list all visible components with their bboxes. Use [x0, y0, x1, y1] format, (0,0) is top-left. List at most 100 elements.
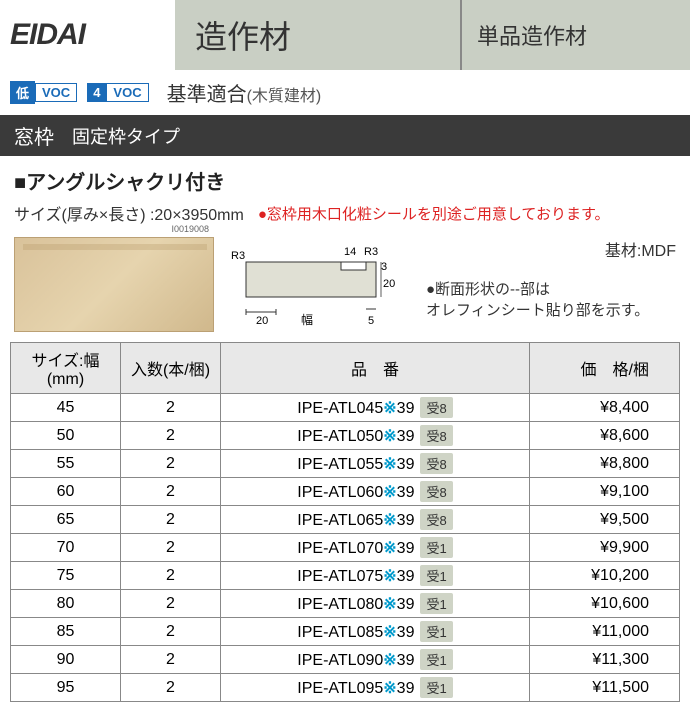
table-row: 452IPE-ATL045※39受8¥8,400 — [11, 394, 680, 422]
table-row: 652IPE-ATL065※39受8¥9,500 — [11, 506, 680, 534]
logo: EIDAI — [0, 0, 175, 70]
cell-price: ¥11,300 — [530, 646, 680, 674]
table-row: 952IPE-ATL095※39受1¥11,500 — [11, 674, 680, 702]
table-row: 852IPE-ATL085※39受1¥11,000 — [11, 618, 680, 646]
category-title: 造作材 — [175, 0, 460, 70]
cell-price: ¥10,600 — [530, 590, 680, 618]
cell-code: IPE-ATL045※39受8 — [221, 394, 530, 422]
delivery-badge: 受1 — [420, 649, 452, 670]
header: EIDAI 造作材 単品造作材 — [0, 0, 690, 70]
asterisk-icon: ※ — [383, 596, 396, 613]
cell-size: 85 — [11, 618, 121, 646]
table-row: 702IPE-ATL070※39受1¥9,900 — [11, 534, 680, 562]
svg-text:5: 5 — [368, 315, 374, 327]
cell-code: IPE-ATL085※39受1 — [221, 618, 530, 646]
cell-size: 95 — [11, 674, 121, 702]
asterisk-icon: ※ — [383, 624, 396, 641]
cell-code: IPE-ATL080※39受1 — [221, 590, 530, 618]
voc-text-2: VOC — [106, 83, 148, 102]
delivery-badge: 受1 — [420, 593, 452, 614]
voc-prefix-4: 4 — [87, 83, 106, 102]
voc-badge-low: 低 VOC — [10, 82, 77, 104]
cell-qty: 2 — [121, 478, 221, 506]
shape-note: ●断面形状の--部は オレフィンシート貼り部を示す。 — [426, 279, 676, 321]
shape-note-1: ●断面形状の--部は — [426, 281, 550, 298]
cell-size: 50 — [11, 422, 121, 450]
diagram-section: I0019008 20 幅 5 14 R3 R3 3 20 基材:MDF ●断面… — [0, 233, 690, 342]
cell-price: ¥11,000 — [530, 618, 680, 646]
cell-code: IPE-ATL090※39受1 — [221, 646, 530, 674]
cell-code: IPE-ATL075※39受1 — [221, 562, 530, 590]
asterisk-icon: ※ — [383, 456, 396, 473]
subcategory-title: 単品造作材 — [460, 0, 690, 70]
asterisk-icon: ※ — [383, 428, 396, 445]
th-size: サイズ:幅(mm) — [11, 343, 121, 394]
table-row: 502IPE-ATL050※39受8¥8,600 — [11, 422, 680, 450]
cell-qty: 2 — [121, 674, 221, 702]
svg-text:20: 20 — [383, 278, 395, 290]
cell-price: ¥11,500 — [530, 674, 680, 702]
cell-qty: 2 — [121, 450, 221, 478]
svg-text:R3: R3 — [364, 246, 378, 258]
cell-code: IPE-ATL095※39受1 — [221, 674, 530, 702]
cell-qty: 2 — [121, 394, 221, 422]
table-row: 802IPE-ATL080※39受1¥10,600 — [11, 590, 680, 618]
table-row: 602IPE-ATL060※39受8¥9,100 — [11, 478, 680, 506]
cell-qty: 2 — [121, 422, 221, 450]
cell-qty: 2 — [121, 506, 221, 534]
voc-prefix-low: 低 — [10, 81, 35, 104]
compliance-text: 基準適合 — [167, 84, 247, 106]
table-row: 752IPE-ATL075※39受1¥10,200 — [11, 562, 680, 590]
cell-code: IPE-ATL065※39受8 — [221, 506, 530, 534]
asterisk-icon: ※ — [383, 512, 396, 529]
cell-code: IPE-ATL055※39受8 — [221, 450, 530, 478]
cell-price: ¥9,100 — [530, 478, 680, 506]
cell-price: ¥9,900 — [530, 534, 680, 562]
th-price: 価 格/梱 — [530, 343, 680, 394]
delivery-badge: 受8 — [420, 425, 452, 446]
asterisk-icon: ※ — [383, 484, 396, 501]
delivery-badge: 受8 — [420, 481, 452, 502]
voc-badge-4: 4 VOC — [87, 82, 148, 104]
cell-price: ¥8,400 — [530, 394, 680, 422]
substrate-label: 基材:MDF — [426, 237, 676, 261]
shape-note-2: オレフィンシート貼り部を示す。 — [426, 302, 649, 319]
spec-table: サイズ:幅(mm) 入数(本/梱) 品 番 価 格/梱 452IPE-ATL04… — [10, 342, 680, 702]
cell-price: ¥9,500 — [530, 506, 680, 534]
table-header-row: サイズ:幅(mm) 入数(本/梱) 品 番 価 格/梱 — [11, 343, 680, 394]
compliance-note: (木質建材) — [247, 88, 322, 105]
delivery-badge: 受1 — [420, 621, 452, 642]
svg-text:幅: 幅 — [301, 312, 313, 327]
cell-qty: 2 — [121, 618, 221, 646]
cell-size: 65 — [11, 506, 121, 534]
th-code: 品 番 — [221, 343, 530, 394]
voc-row: 低 VOC 4 VOC 基準適合(木質建材) — [0, 70, 690, 115]
diagram-notes: 基材:MDF ●断面形状の--部は オレフィンシート貼り部を示す。 — [418, 237, 676, 321]
section-title: 窓枠 — [14, 121, 54, 150]
profile-diagram: 20 幅 5 14 R3 R3 3 20 — [226, 237, 406, 332]
cell-size: 45 — [11, 394, 121, 422]
asterisk-icon: ※ — [383, 540, 396, 557]
cell-qty: 2 — [121, 646, 221, 674]
wood-id: I0019008 — [171, 224, 209, 234]
delivery-badge: 受8 — [420, 453, 452, 474]
svg-text:3: 3 — [381, 261, 387, 273]
asterisk-icon: ※ — [383, 400, 396, 417]
asterisk-icon: ※ — [383, 680, 396, 697]
svg-text:20: 20 — [256, 315, 268, 327]
cell-price: ¥8,600 — [530, 422, 680, 450]
wood-image: I0019008 — [14, 237, 214, 332]
svg-text:R3: R3 — [231, 250, 245, 262]
asterisk-icon: ※ — [383, 652, 396, 669]
section-subtitle: 固定枠タイプ — [72, 123, 180, 149]
th-qty: 入数(本/梱) — [121, 343, 221, 394]
cell-price: ¥10,200 — [530, 562, 680, 590]
cell-qty: 2 — [121, 534, 221, 562]
delivery-badge: 受1 — [420, 677, 452, 698]
delivery-badge: 受1 — [420, 565, 452, 586]
voc-text-1: VOC — [35, 83, 77, 102]
delivery-badge: 受8 — [420, 397, 452, 418]
cell-size: 90 — [11, 646, 121, 674]
cell-code: IPE-ATL060※39受8 — [221, 478, 530, 506]
cell-size: 55 — [11, 450, 121, 478]
